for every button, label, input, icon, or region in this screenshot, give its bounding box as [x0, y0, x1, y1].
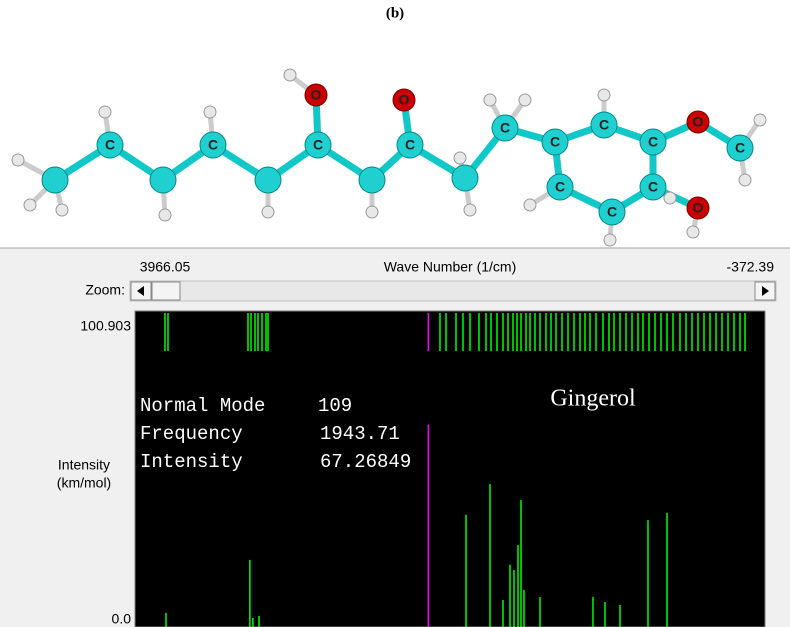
atom-label: C [105, 137, 115, 153]
atom-label: O [311, 87, 322, 103]
zoom-scrollbar[interactable] [130, 281, 776, 301]
scroll-track[interactable] [130, 281, 776, 301]
caption: (b) [386, 5, 404, 21]
hydrogen-atom [519, 94, 531, 106]
readout-label: Intensity [140, 451, 243, 473]
y-tick-label: 0.0 [112, 611, 132, 627]
hydrogen-atom [12, 154, 24, 166]
hydrogen-atom [464, 204, 476, 216]
hydrogen-atom [262, 206, 274, 218]
carbon-atom [42, 167, 68, 193]
atom-label: O [399, 92, 410, 108]
hydrogen-atom [24, 199, 36, 211]
atom-label: C [550, 134, 560, 150]
atom-label: C [648, 134, 658, 150]
molecule: C C C C C C C C C C C C O O O O [12, 69, 766, 246]
atom-label: C [648, 179, 658, 195]
y-tick-label: 100.903 [80, 318, 131, 334]
atom-label: C [500, 120, 510, 136]
carbon-atom [452, 165, 478, 191]
hydrogen-atom [687, 226, 699, 238]
carbon-atom [150, 167, 176, 193]
hydrogen-atom [524, 199, 536, 211]
readout-label: Normal Mode [140, 395, 265, 417]
hydrogen-atom [739, 174, 751, 186]
carbon-atom [255, 167, 281, 193]
screenshot: (b) CCCCCCCCCCCCOOOO Wave Number (1/cm) … [0, 0, 790, 627]
atom-label: C [599, 117, 609, 133]
atom-label: O [693, 114, 704, 130]
atom-label: C [555, 179, 565, 195]
readout-value: 67.26849 [320, 451, 411, 473]
atom-label: C [313, 137, 323, 153]
y-axis-label: Intensity [58, 457, 110, 473]
atom-label: C [208, 137, 218, 153]
hydrogen-atom [284, 69, 296, 81]
hydrogen-atom [754, 114, 766, 126]
hydrogen-atom [99, 106, 111, 118]
scroll-thumb[interactable] [152, 282, 180, 300]
y-axis-label: (km/mol) [57, 475, 111, 491]
x-axis-label: Wave Number (1/cm) [384, 259, 517, 275]
x-tick-label: 3966.05 [140, 259, 191, 275]
hydrogen-atom [56, 204, 68, 216]
hydrogen-atom [159, 209, 171, 221]
zoom-label: Zoom: [85, 282, 125, 298]
hydrogen-atom [598, 89, 610, 101]
hydrogen-atom [204, 106, 216, 118]
readout-label: Frequency [140, 423, 243, 445]
readout-value: 109 [318, 395, 352, 417]
readout-value: 1943.71 [320, 423, 400, 445]
hydrogen-atom [484, 94, 496, 106]
atom-label: C [607, 204, 617, 220]
carbon-atom [359, 167, 385, 193]
atom-label: C [405, 137, 415, 153]
atom-label: C [735, 140, 745, 156]
hydrogen-atom [366, 206, 378, 218]
plot-title: Gingerol [550, 386, 636, 412]
hydrogen-atom [604, 234, 616, 246]
atom-label: O [693, 200, 704, 216]
x-tick-label: -372.39 [727, 259, 775, 275]
hydrogen-atom [664, 192, 676, 204]
hydrogen-atom [454, 152, 466, 164]
